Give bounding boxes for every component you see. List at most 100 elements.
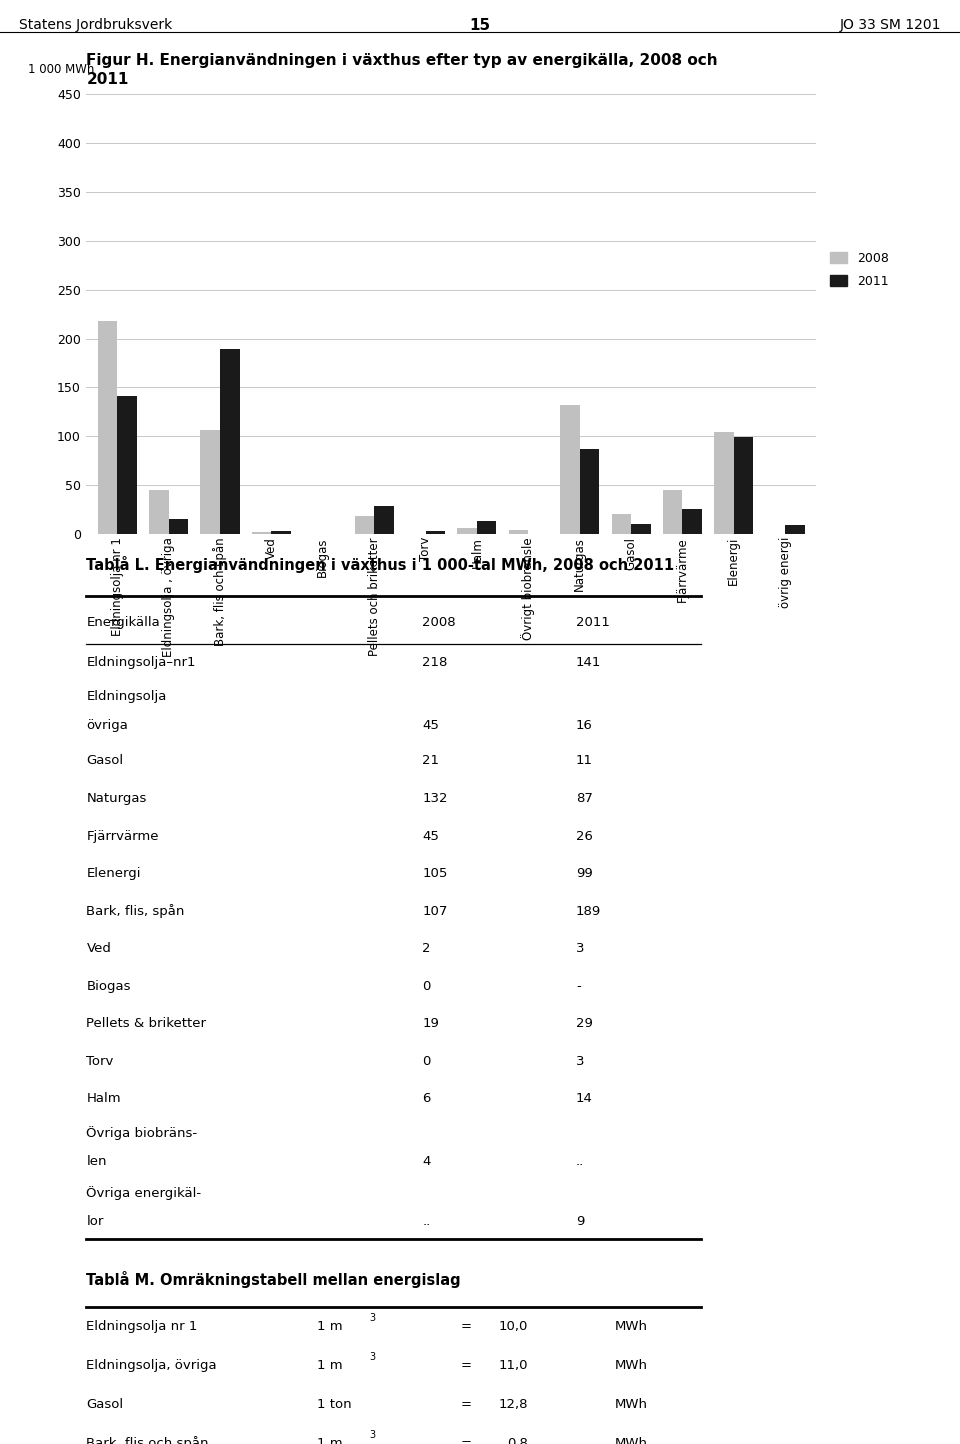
Text: lor: lor <box>86 1216 104 1229</box>
Text: 19: 19 <box>422 1017 440 1031</box>
Text: Eldningsolja, övriga: Eldningsolja, övriga <box>86 1359 217 1372</box>
Text: 10,0: 10,0 <box>498 1320 528 1333</box>
Text: 0: 0 <box>422 1054 431 1069</box>
Text: 6: 6 <box>422 1092 431 1106</box>
Text: Statens Jordbruksverk: Statens Jordbruksverk <box>19 17 173 32</box>
Text: Eldningsolja: Eldningsolja <box>86 690 167 703</box>
Bar <box>169 518 188 534</box>
Text: 1 m: 1 m <box>317 1359 343 1372</box>
Legend: 2008, 2011: 2008, 2011 <box>829 253 889 287</box>
Text: 12,8: 12,8 <box>498 1398 528 1411</box>
Text: ..: .. <box>422 1216 431 1229</box>
Text: 15: 15 <box>469 17 491 33</box>
Bar <box>220 349 239 534</box>
Text: 132: 132 <box>422 791 448 806</box>
Text: Övriga biobräns-: Övriga biobräns- <box>86 1126 198 1139</box>
Text: Övriga energikäl-: Övriga energikäl- <box>86 1187 202 1200</box>
Text: Energikälla: Energikälla <box>86 615 160 630</box>
Bar <box>354 516 374 534</box>
Text: MWh: MWh <box>614 1320 647 1333</box>
Bar <box>425 531 445 534</box>
Text: Bark, flis, spån: Bark, flis, spån <box>86 904 184 918</box>
Text: 16: 16 <box>576 719 593 732</box>
Text: 189: 189 <box>576 904 601 918</box>
Text: Tablå M. Omräkningstabell mellan energislag: Tablå M. Omräkningstabell mellan energis… <box>86 1271 461 1288</box>
Text: 2008: 2008 <box>422 615 456 630</box>
Text: 0: 0 <box>422 979 431 993</box>
Text: =: = <box>461 1359 471 1372</box>
Text: 1 m: 1 m <box>317 1437 343 1444</box>
Text: 1 m: 1 m <box>317 1320 343 1333</box>
Bar <box>580 449 599 534</box>
Text: Torv: Torv <box>86 1054 114 1069</box>
Text: 3: 3 <box>576 1054 585 1069</box>
Text: 1 000 MWh: 1 000 MWh <box>28 64 94 77</box>
Bar <box>117 396 136 534</box>
Bar <box>457 529 477 534</box>
Text: Eldningsolja–nr1: Eldningsolja–nr1 <box>86 656 196 670</box>
Text: Biogas: Biogas <box>86 979 131 993</box>
Text: 2: 2 <box>422 941 431 956</box>
Text: MWh: MWh <box>614 1359 647 1372</box>
Text: Ved: Ved <box>86 941 111 956</box>
Text: 105: 105 <box>422 866 447 881</box>
Text: 1 ton: 1 ton <box>317 1398 351 1411</box>
Text: 3: 3 <box>370 1430 375 1440</box>
Bar <box>631 524 651 534</box>
Text: 9: 9 <box>576 1216 585 1229</box>
Text: 45: 45 <box>422 829 440 843</box>
Text: =: = <box>461 1320 471 1333</box>
Text: Halm: Halm <box>86 1092 121 1106</box>
Text: 26: 26 <box>576 829 593 843</box>
Text: 99: 99 <box>576 866 592 881</box>
Text: len: len <box>86 1155 107 1168</box>
Bar <box>733 438 754 534</box>
Text: 11,0: 11,0 <box>498 1359 528 1372</box>
Text: 4: 4 <box>422 1155 431 1168</box>
Text: Tablå L. Energianvändningen i växthus i 1 000-tal MWh, 2008 och 2011: Tablå L. Energianvändningen i växthus i … <box>86 556 675 573</box>
Text: 2011: 2011 <box>576 615 610 630</box>
Bar <box>663 490 683 534</box>
Text: 14: 14 <box>576 1092 593 1106</box>
Bar <box>509 530 528 534</box>
Bar <box>683 508 702 534</box>
Text: ..: .. <box>576 1155 585 1168</box>
Text: JO 33 SM 1201: JO 33 SM 1201 <box>839 17 941 32</box>
Text: 11: 11 <box>576 754 593 768</box>
Text: MWh: MWh <box>614 1398 647 1411</box>
Bar <box>98 321 117 534</box>
Bar <box>477 521 496 534</box>
Text: Pellets & briketter: Pellets & briketter <box>86 1017 206 1031</box>
Text: 21: 21 <box>422 754 440 768</box>
Text: =: = <box>461 1398 471 1411</box>
Text: 3: 3 <box>576 941 585 956</box>
Text: Naturgas: Naturgas <box>86 791 147 806</box>
Text: Eldningsolja nr 1: Eldningsolja nr 1 <box>86 1320 198 1333</box>
Text: MWh: MWh <box>614 1437 647 1444</box>
Bar <box>612 514 631 534</box>
Text: Bark, flis och spån: Bark, flis och spån <box>86 1437 209 1444</box>
Text: 45: 45 <box>422 719 440 732</box>
Text: övriga: övriga <box>86 719 129 732</box>
Bar <box>272 531 291 534</box>
Text: 3: 3 <box>370 1313 375 1323</box>
Bar <box>560 406 580 534</box>
Text: 87: 87 <box>576 791 593 806</box>
Bar <box>149 490 169 534</box>
Text: Fjärrvärme: Fjärrvärme <box>86 829 159 843</box>
Text: 3: 3 <box>370 1352 375 1362</box>
Bar <box>785 526 804 534</box>
Bar <box>714 432 733 534</box>
Bar <box>201 429 220 534</box>
Text: 0,8: 0,8 <box>507 1437 528 1444</box>
Text: 107: 107 <box>422 904 447 918</box>
Bar <box>374 505 394 534</box>
Text: 141: 141 <box>576 656 601 670</box>
Text: 218: 218 <box>422 656 447 670</box>
Text: =: = <box>461 1437 471 1444</box>
Text: Figur H. Energianvändningen i växthus efter typ av energikälla, 2008 och: Figur H. Energianvändningen i växthus ef… <box>86 53 718 68</box>
Text: Gasol: Gasol <box>86 1398 124 1411</box>
Text: 2011: 2011 <box>86 72 129 87</box>
Text: Gasol: Gasol <box>86 754 124 768</box>
Text: Elenergi: Elenergi <box>86 866 141 881</box>
